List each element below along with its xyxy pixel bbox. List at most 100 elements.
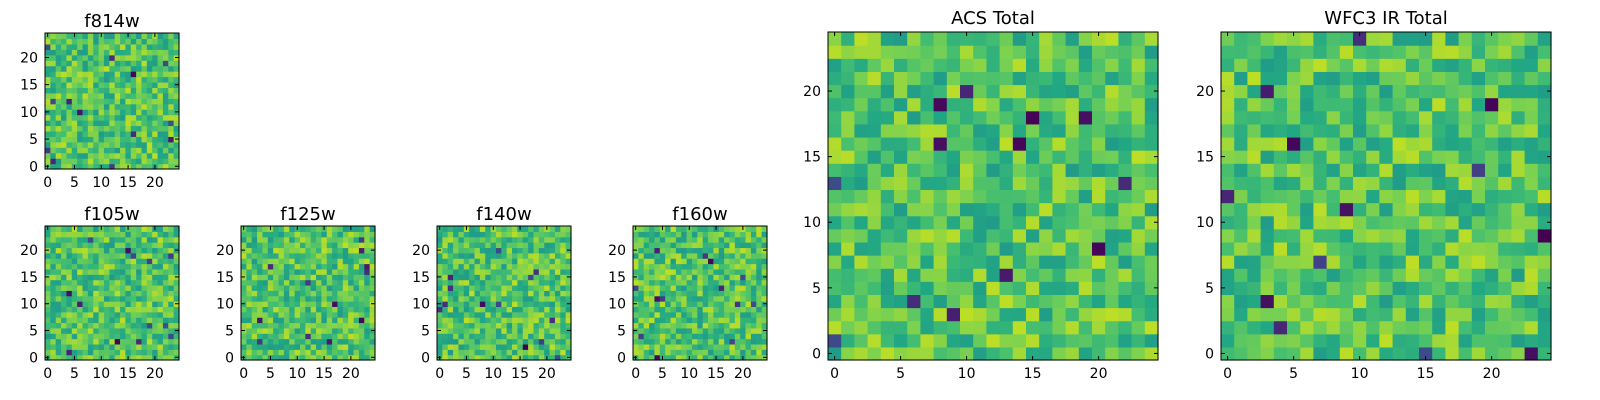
heatmap-cell bbox=[82, 54, 89, 61]
heatmap-cell bbox=[77, 301, 84, 307]
heatmap-cell bbox=[828, 136, 842, 151]
heatmap-cell bbox=[173, 236, 180, 243]
heatmap-cell bbox=[50, 98, 57, 105]
heatmap-cell bbox=[50, 136, 57, 143]
heatmap-cell bbox=[1511, 333, 1526, 348]
heatmap-cell bbox=[453, 231, 460, 238]
heatmap-cell bbox=[1405, 268, 1420, 282]
heatmap-cell bbox=[691, 333, 698, 340]
heatmap-cell bbox=[141, 247, 148, 254]
heatmap-cell bbox=[854, 45, 869, 59]
heatmap-cell bbox=[109, 49, 116, 56]
heatmap-cell bbox=[1313, 123, 1328, 138]
heatmap-cell bbox=[522, 338, 529, 345]
heatmap-cell bbox=[109, 43, 116, 50]
heatmap-cell bbox=[490, 327, 497, 334]
heatmap-cell bbox=[130, 274, 137, 281]
heatmap-cell bbox=[173, 38, 180, 45]
heatmap-cell bbox=[71, 290, 78, 297]
heatmap-cell bbox=[321, 252, 328, 259]
x-tick-label: 15 bbox=[1417, 366, 1435, 382]
heatmap-cell bbox=[71, 136, 78, 143]
heatmap-cell bbox=[512, 333, 518, 340]
heatmap-cell bbox=[750, 301, 757, 307]
heatmap-cell bbox=[50, 327, 57, 334]
heatmap-cell bbox=[87, 92, 94, 99]
heatmap-cell bbox=[1353, 189, 1367, 204]
heatmap-cell bbox=[50, 354, 57, 361]
heatmap-cell bbox=[986, 215, 1001, 230]
heatmap-cell bbox=[326, 242, 333, 249]
heatmap-cell bbox=[1458, 97, 1473, 112]
heatmap-cell bbox=[332, 317, 339, 324]
heatmap-cell bbox=[485, 226, 492, 232]
heatmap-cell bbox=[469, 258, 476, 265]
heatmap-cell bbox=[1221, 281, 1235, 295]
heatmap-cell bbox=[241, 284, 247, 291]
heatmap-cell bbox=[1458, 163, 1473, 177]
heatmap-cell bbox=[1287, 45, 1301, 59]
heatmap-cell bbox=[342, 349, 349, 356]
heatmap-cell bbox=[120, 54, 126, 61]
heatmap-cell bbox=[1234, 281, 1248, 295]
heatmap-cell bbox=[691, 242, 698, 249]
heatmap-cell bbox=[157, 163, 164, 170]
heatmap-cell bbox=[353, 354, 360, 361]
heatmap-cell bbox=[1326, 307, 1341, 322]
heatmap-cell bbox=[750, 247, 757, 254]
heatmap-cell bbox=[1405, 241, 1420, 256]
heatmap-cell bbox=[109, 295, 116, 302]
heatmap-cell bbox=[136, 120, 143, 127]
heatmap-cell bbox=[854, 255, 869, 269]
heatmap-cell bbox=[241, 311, 247, 318]
heatmap-cell bbox=[1339, 97, 1354, 112]
heatmap-cells bbox=[633, 226, 768, 361]
heatmap-cell bbox=[1247, 268, 1262, 282]
heatmap-cell bbox=[77, 349, 84, 356]
heatmap-cell bbox=[761, 279, 768, 286]
heatmap-cell bbox=[103, 152, 110, 159]
heatmap-cell bbox=[960, 71, 974, 86]
heatmap-cell bbox=[141, 279, 148, 286]
heatmap-cell bbox=[294, 290, 301, 297]
heatmap-cell bbox=[960, 320, 974, 335]
heatmap-cell bbox=[125, 236, 132, 243]
heatmap-cell bbox=[353, 247, 360, 254]
heatmap-cell bbox=[71, 301, 78, 307]
heatmap-cell bbox=[490, 317, 497, 324]
heatmap-cell bbox=[162, 263, 169, 270]
heatmap-cell bbox=[920, 268, 935, 282]
heatmap-cell bbox=[1405, 45, 1420, 59]
heatmap-cell bbox=[173, 306, 180, 313]
heatmap-cell bbox=[146, 274, 153, 281]
heatmap-cell bbox=[708, 327, 714, 334]
heatmap-cell bbox=[756, 274, 763, 281]
heatmap-cell bbox=[933, 176, 948, 191]
heatmap-cell bbox=[447, 258, 454, 265]
heatmap-cell bbox=[643, 301, 650, 307]
heatmap-cell bbox=[45, 76, 51, 83]
heatmap-cell bbox=[257, 290, 264, 297]
heatmap-cell bbox=[1458, 307, 1473, 322]
heatmap-cell bbox=[93, 317, 100, 324]
heatmap-cell bbox=[633, 290, 639, 297]
heatmap-cell bbox=[251, 322, 258, 329]
heatmap-cell bbox=[512, 258, 518, 265]
heatmap-cell bbox=[114, 152, 121, 159]
heatmap-cell bbox=[1039, 202, 1053, 217]
heatmap-cell bbox=[294, 279, 301, 286]
heatmap-cell bbox=[750, 311, 757, 318]
heatmap-cell bbox=[841, 71, 855, 86]
heatmap-cell bbox=[1065, 255, 1080, 269]
heatmap-cell bbox=[98, 49, 105, 56]
heatmap-cell bbox=[691, 284, 698, 291]
heatmap-cell bbox=[71, 60, 78, 67]
heatmap-cell bbox=[55, 231, 62, 238]
heatmap-cell bbox=[1234, 97, 1248, 112]
heatmap-cell bbox=[1260, 202, 1275, 217]
heatmap-cell bbox=[87, 226, 94, 232]
heatmap-cell bbox=[136, 338, 143, 345]
heatmap-cell bbox=[267, 263, 274, 270]
heatmap-cell bbox=[1092, 346, 1106, 361]
